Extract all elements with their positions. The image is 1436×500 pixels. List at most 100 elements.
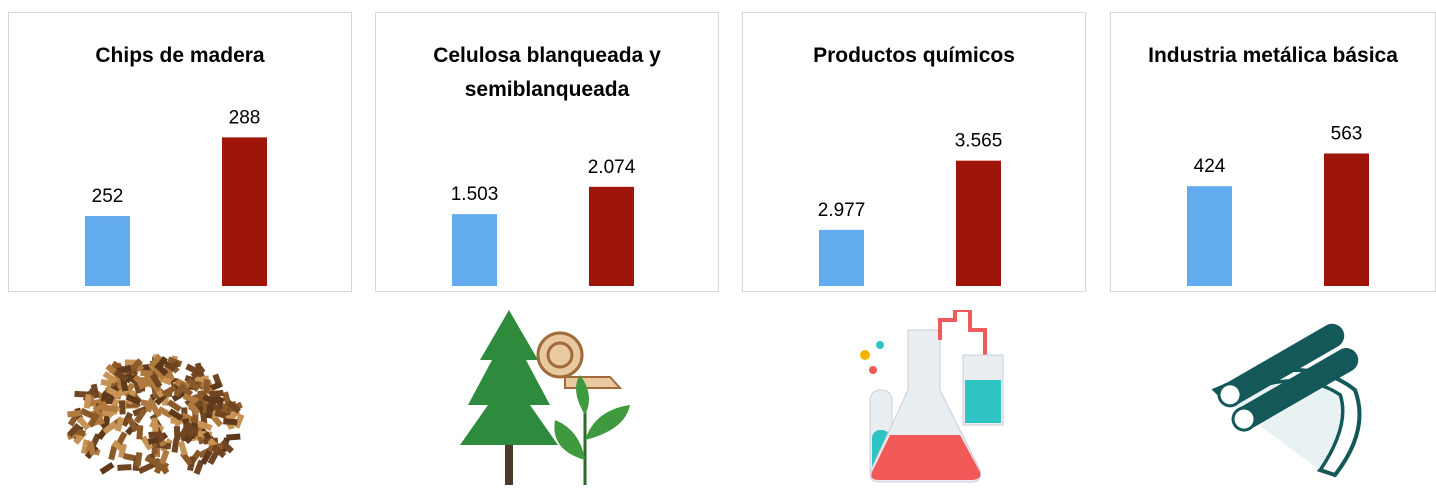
wood-chip (202, 393, 218, 407)
wood-chip (159, 449, 170, 465)
wood-chip (99, 462, 115, 475)
wood-chip (186, 401, 201, 416)
wood-chip (211, 444, 227, 459)
value-label: 2.977 (818, 200, 866, 221)
wood-chip (212, 373, 224, 389)
wood-chip (226, 433, 241, 441)
chart-panel: Celulosa blanqueada y semiblanqueada 1.50… (375, 12, 719, 292)
chart: 2.977 3.565 (818, 131, 1003, 286)
chart-title: Industria metálica básica (1148, 44, 1398, 67)
chart-title: Celulosa blanqueada y semiblanqueada (433, 44, 661, 101)
wood-chip (67, 422, 81, 438)
value-label: 252 (92, 186, 124, 207)
wood-chip (182, 393, 198, 405)
wood-chip (207, 449, 220, 466)
value-label: 1.503 (451, 184, 499, 205)
wood-chip (214, 409, 230, 420)
chart: 1.503 2.074 (451, 157, 636, 286)
bar (222, 137, 267, 286)
wood-chip (173, 382, 187, 398)
wood-chip (178, 440, 188, 456)
rollers-image (1211, 323, 1362, 478)
wood-chip (132, 378, 143, 394)
wood-chip (161, 384, 177, 398)
wood-chips-image (66, 353, 245, 475)
wood-chip (200, 449, 213, 466)
wood-chip (137, 462, 154, 475)
chart-title: Productos químicos (813, 44, 1015, 67)
wood-chip (190, 365, 206, 379)
lab-flasks-image (860, 310, 1004, 483)
wood-chip (117, 464, 132, 471)
wood-chip (171, 438, 180, 453)
wood-chip (76, 416, 91, 431)
wood-chip (178, 423, 191, 440)
wood-chip (226, 400, 241, 414)
wood-chip (74, 390, 89, 398)
wood-chip (102, 420, 118, 435)
wood-chip (86, 440, 97, 456)
wood-chip (149, 402, 162, 418)
chart-title: Chips de madera (95, 44, 265, 67)
chart: 424 563 (1187, 123, 1369, 286)
wood-chip (87, 412, 101, 428)
wood-chip (223, 418, 238, 426)
wood-chip (154, 362, 169, 377)
wood-chip (102, 404, 118, 413)
wood-chip (152, 364, 166, 380)
wood-chip (133, 408, 147, 424)
wood-chip (114, 416, 125, 432)
wood-chip (173, 425, 181, 441)
wood-chip (186, 377, 201, 392)
wood-chip (193, 459, 205, 475)
wood-chip (102, 370, 118, 384)
chart-panel: Productos químicos 2.977 3.565 (742, 12, 1086, 292)
value-label: 3.565 (955, 131, 1003, 152)
wood-chip (111, 439, 127, 454)
wood-chip (149, 377, 162, 393)
wood-chip (113, 369, 129, 383)
wood-chip (149, 354, 163, 369)
wood-chip (197, 420, 213, 431)
value-label: 424 (1194, 156, 1226, 177)
forest-image (460, 310, 630, 485)
bar (1324, 153, 1369, 286)
wood-chip (151, 417, 159, 432)
bar (589, 186, 634, 286)
chart: 252 288 (85, 107, 267, 286)
wood-chip (203, 379, 210, 394)
wood-chip (79, 407, 96, 420)
bar (956, 160, 1001, 286)
wood-chip (137, 378, 154, 390)
wood-chip (149, 373, 163, 389)
wood-chip (187, 456, 197, 472)
wood-chip (157, 406, 173, 419)
wood-chip (93, 400, 108, 414)
wood-chip (128, 358, 143, 373)
chart-panel: Chips de madera 252 288 (8, 12, 352, 292)
bar (1187, 186, 1232, 286)
bar (85, 216, 130, 286)
bar (452, 214, 497, 286)
wood-chip (209, 389, 224, 398)
wood-chip (144, 455, 160, 467)
wood-chip (67, 410, 82, 418)
wood-chip (83, 393, 92, 409)
wood-chip (166, 399, 182, 413)
wood-chip (134, 452, 143, 467)
wood-chip (108, 445, 118, 461)
value-label: 288 (229, 107, 261, 128)
wood-chip (140, 369, 155, 378)
bar (819, 229, 864, 286)
value-label: 2.074 (588, 157, 636, 178)
wood-chip (168, 408, 184, 421)
wood-chip (121, 411, 133, 427)
chart-panel: Industria metálica básica 424 563 (1110, 12, 1436, 292)
wood-chip (118, 400, 126, 415)
wood-chip (90, 383, 100, 399)
wood-chip (219, 439, 234, 454)
wood-chip (126, 417, 139, 433)
wood-chip (205, 403, 214, 419)
wood-chip (125, 393, 141, 405)
